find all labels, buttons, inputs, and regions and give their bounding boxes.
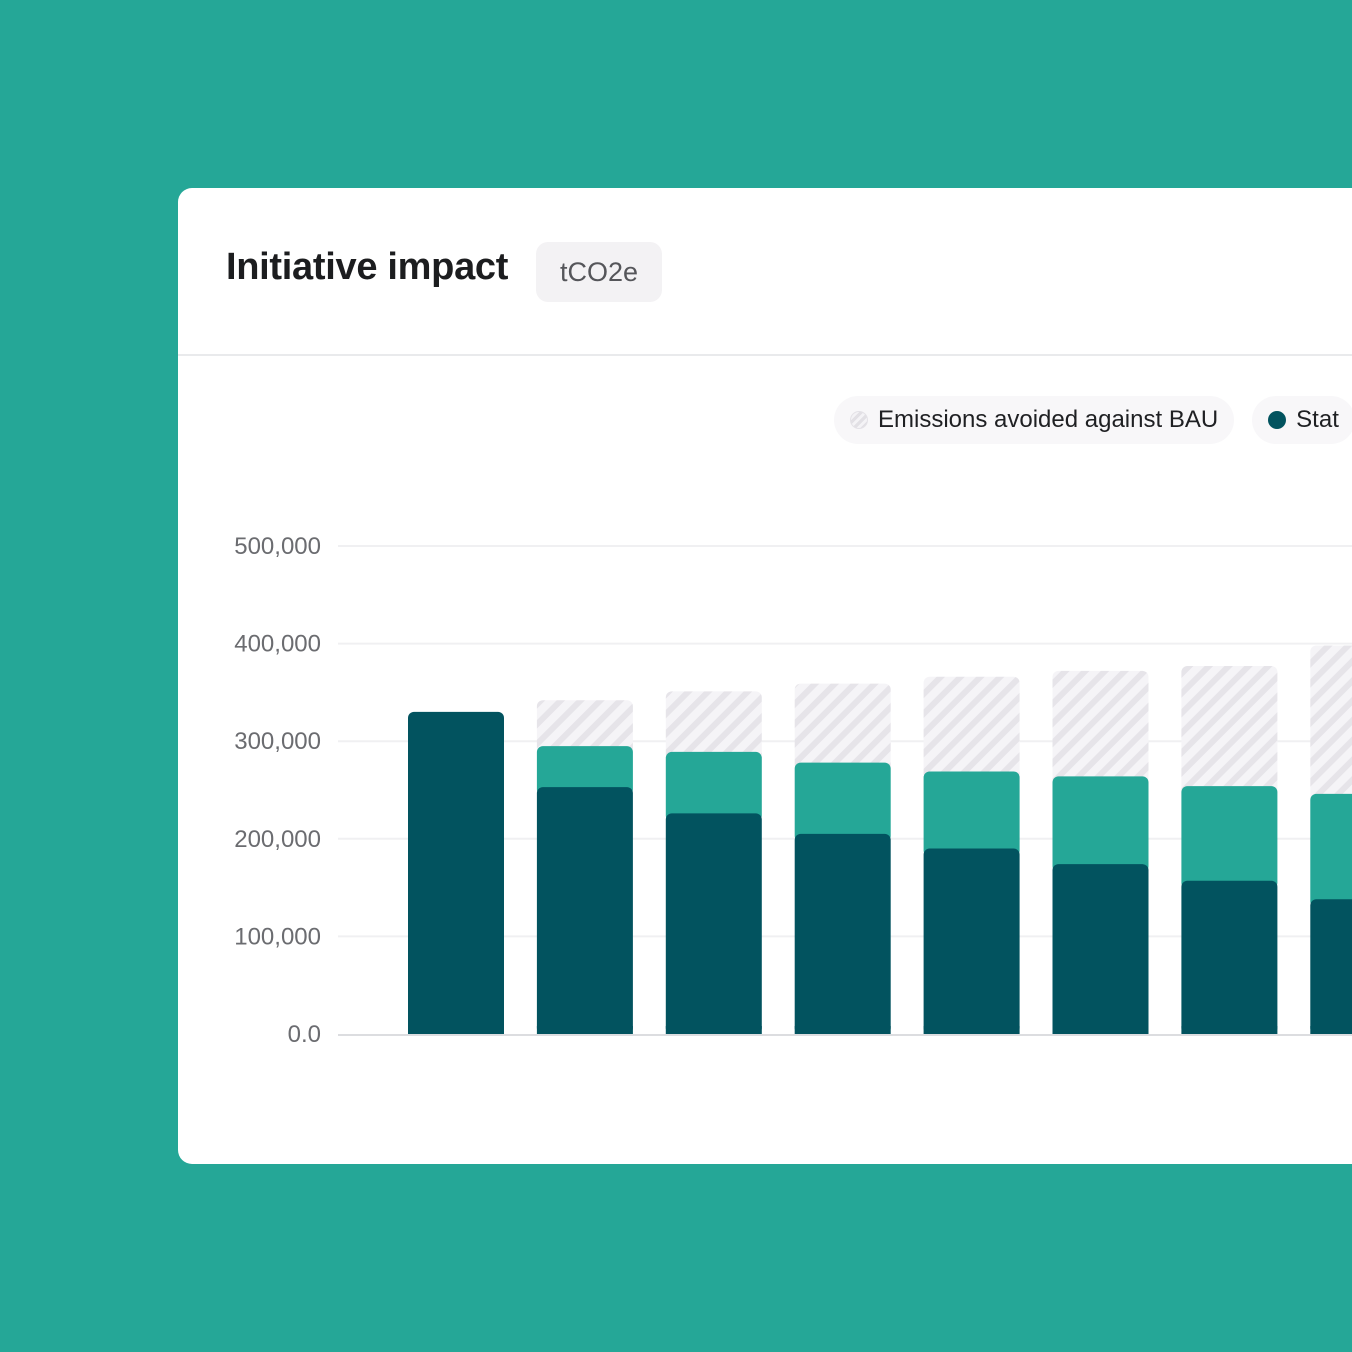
bar-segment-reduction[interactable] <box>1181 786 1278 889</box>
y-tick-label: 0.0 <box>288 1021 321 1048</box>
bar-segment-avoided[interactable] <box>1052 670 1149 785</box>
bar-base-corner-fill <box>1181 1026 1278 1034</box>
y-tick-label: 400,000 <box>234 631 321 658</box>
legend-label: Emissions avoided against BAU <box>878 406 1219 433</box>
bar-segment-base[interactable] <box>665 813 762 1034</box>
bar-segment-avoided[interactable] <box>665 691 762 760</box>
bar-segment-avoided[interactable] <box>794 683 891 771</box>
bar-base-corner-fill <box>1310 1026 1352 1034</box>
chart-legend: Emissions avoided against BAU Stat <box>834 396 1352 444</box>
bar-segment-base[interactable] <box>923 848 1020 1034</box>
bar-segment-avoided[interactable] <box>923 676 1020 780</box>
bar-segment-base[interactable] <box>1310 899 1352 1034</box>
bar-segment-base[interactable] <box>794 833 891 1034</box>
dark-dot-icon <box>1268 411 1287 429</box>
y-tick-label: 500,000 <box>234 533 321 560</box>
bar-segment-avoided[interactable] <box>1181 666 1278 795</box>
bar-segment-avoided[interactable] <box>1310 645 1352 802</box>
bar-base-corner-fill <box>408 1026 504 1034</box>
initiative-impact-card: Initiative impact tCO2e Emissions avoide… <box>178 188 1352 1164</box>
bar-base-corner-fill <box>665 1026 762 1034</box>
bar-segment-reduction[interactable] <box>794 762 891 842</box>
legend-label: Stat <box>1296 406 1339 433</box>
card-title: Initiative impact <box>226 246 509 288</box>
hatched-swatch-icon <box>850 411 868 429</box>
y-tick-label: 200,000 <box>234 826 321 853</box>
bar-segment-base[interactable] <box>1052 864 1149 1034</box>
bar-segment-reduction[interactable] <box>1052 776 1149 873</box>
card-header: Initiative impact tCO2e <box>178 188 1352 356</box>
legend-item-emissions-avoided[interactable]: Emissions avoided against BAU <box>834 396 1235 444</box>
bar-segment-base[interactable] <box>536 787 633 1034</box>
y-tick-label: 100,000 <box>234 923 321 950</box>
bar-segment-base[interactable] <box>408 711 504 1034</box>
y-tick-label: 300,000 <box>234 728 321 755</box>
bar-segment-reduction[interactable] <box>923 771 1020 857</box>
bar-base-corner-fill <box>1052 1026 1149 1034</box>
bar-base-corner-fill <box>923 1026 1020 1034</box>
bars <box>408 645 1352 1034</box>
bar-chart: 0.0 100,000 200,000 300,000 400,000 500,000 <box>234 533 1352 1048</box>
bar-segment-reduction[interactable] <box>665 751 762 822</box>
y-axis-ticks: 0.0 100,000 200,000 300,000 400,000 500,000 <box>234 533 321 1048</box>
bar-base-corner-fill <box>794 1026 891 1034</box>
legend-item-stat[interactable]: Stat <box>1252 396 1352 444</box>
bar-segment-reduction[interactable] <box>1310 793 1352 908</box>
bar-base-corner-fill <box>536 1026 633 1034</box>
unit-badge[interactable]: tCO2e <box>536 242 663 302</box>
bar-segment-avoided[interactable] <box>536 700 633 755</box>
bar-segment-reduction[interactable] <box>536 746 633 796</box>
bar-segment-base[interactable] <box>1181 880 1278 1034</box>
